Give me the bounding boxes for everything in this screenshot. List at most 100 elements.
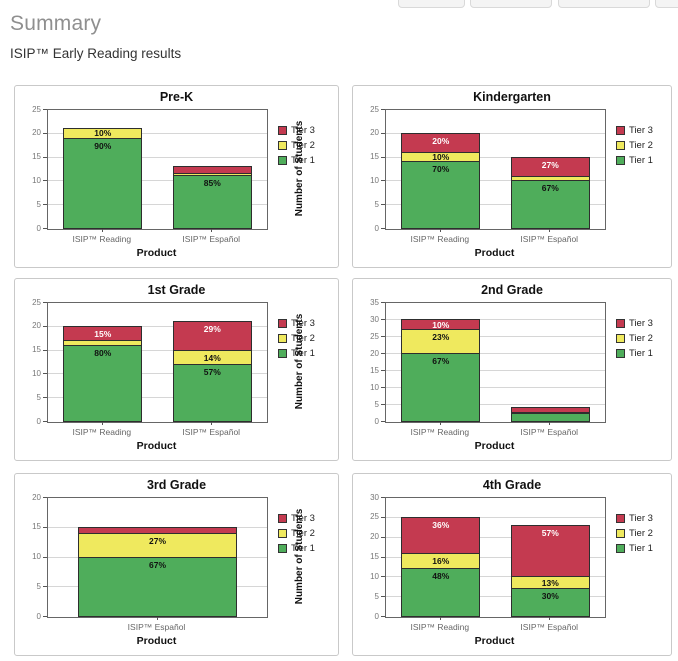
y-tick-label: 5 <box>36 581 41 591</box>
y-tick-mark <box>43 204 47 206</box>
y-tick-label: 20 <box>370 128 379 138</box>
bar-segment-tier-1: 57% <box>172 363 252 422</box>
y-tick-label: 15 <box>370 552 379 561</box>
y-tick-label: 20 <box>32 128 41 138</box>
x-tick-mark <box>156 617 158 620</box>
segment-percent-label: 14% <box>203 352 221 363</box>
segment-percent-label: 23% <box>432 332 450 343</box>
stacked-bar <box>510 303 590 422</box>
legend-swatch-tier-1 <box>616 544 625 553</box>
x-tick-mark <box>439 422 441 425</box>
bar-segment-tier-2: 10% <box>63 128 143 139</box>
y-tick-mark <box>381 302 385 303</box>
y-tick-label: 15 <box>32 152 41 162</box>
bar-segment-tier-3: 27% <box>510 156 590 177</box>
legend-item: Tier 3 <box>278 512 315 525</box>
x-category-label: ISIP™ Español <box>520 622 579 632</box>
stacked-bar: 57% 14% 29% <box>172 303 252 422</box>
legend-label: Tier 3 <box>291 318 315 329</box>
legend-swatch-tier-3 <box>278 319 287 328</box>
chart-title: Pre-K <box>159 90 194 104</box>
chart-title: 3rd Grade <box>146 478 207 492</box>
y-tick-label: 30 <box>370 492 379 502</box>
bar-segment-tier-1 <box>510 413 590 422</box>
x-tick-mark <box>101 422 103 425</box>
legend-item: Tier 2 <box>278 332 315 345</box>
segment-percent-label: 48% <box>432 571 450 582</box>
chart-panel: 3rd Grade 67% 27% 0 5 10 15 20 ISIP™ Español Prod… <box>14 473 339 656</box>
chart-legend: Tier 3 Tier 2 Tier 1 <box>616 124 653 169</box>
gridline <box>48 397 267 399</box>
segment-percent-label: 15% <box>94 328 112 339</box>
gridline <box>48 180 267 182</box>
plot-area: 48% 16% 36% 30% 13% 57% <box>385 497 606 618</box>
y-tick-label: 25 <box>370 104 379 114</box>
y-tick-mark <box>43 397 47 399</box>
bar-segment-tier-2: 16% <box>401 552 481 570</box>
toolbar-button[interactable] <box>655 0 678 8</box>
y-tick-label: 5 <box>374 399 379 409</box>
y-tick-mark <box>381 536 385 538</box>
bar-segment-tier-3: 20% <box>401 132 481 153</box>
stacked-bar: 90% 10% <box>63 110 143 229</box>
legend-label: Tier 3 <box>291 125 315 136</box>
y-tick-mark <box>381 596 385 598</box>
y-tick-mark <box>43 586 47 588</box>
legend-swatch-tier-2 <box>278 529 287 538</box>
segment-percent-label: 67% <box>541 183 559 194</box>
legend-item: Tier 2 <box>278 139 315 152</box>
x-category-label: ISIP™ Reading <box>72 234 132 244</box>
x-category-label: ISIP™ Español <box>182 234 241 244</box>
toolbar-button[interactable] <box>558 0 650 8</box>
legend-swatch-tier-1 <box>616 349 625 358</box>
y-tick-mark <box>381 319 385 320</box>
segment-percent-label: 85% <box>203 178 221 189</box>
legend-item: Tier 1 <box>278 347 315 360</box>
gridline <box>386 387 605 388</box>
segment-percent-label: 36% <box>432 519 450 530</box>
y-tick-mark <box>381 204 385 206</box>
chart-legend: Tier 3 Tier 2 Tier 1 <box>616 317 653 362</box>
gridline <box>386 556 605 558</box>
stacked-bar: 70% 10% 20% <box>401 110 481 229</box>
y-tick-label: 10 <box>32 368 41 378</box>
y-tick-mark <box>381 109 385 110</box>
x-tick-mark <box>101 229 103 232</box>
y-tick-label: 0 <box>374 611 379 621</box>
gridline <box>386 156 605 158</box>
y-tick-mark <box>43 180 47 182</box>
legend-item: Tier 3 <box>616 512 653 525</box>
y-tick-label: 25 <box>370 512 379 522</box>
y-tick-mark <box>381 421 385 422</box>
y-tick-label: 10 <box>370 382 379 392</box>
x-category-label: ISIP™ Reading <box>410 427 470 437</box>
bar-segment-tier-1: 85% <box>172 175 252 229</box>
bar-segment-tier-3 <box>510 407 590 413</box>
chart-legend: Tier 3 Tier 2 Tier 1 <box>278 317 315 362</box>
legend-label: Tier 3 <box>629 318 653 329</box>
y-tick-mark <box>43 497 47 498</box>
legend-item: Tier 1 <box>616 542 653 555</box>
x-tick-mark <box>211 422 213 425</box>
legend-item: Tier 2 <box>616 527 653 540</box>
chart-title: 4th Grade <box>482 478 542 492</box>
plot-area: 80% 15% 57% 14% 29% <box>47 302 268 423</box>
segment-percent-label: 10% <box>94 128 112 139</box>
bar-segment-tier-3: 29% <box>172 321 252 351</box>
segment-percent-label: 10% <box>432 152 450 163</box>
gridline <box>386 596 605 598</box>
y-tick-label: 20 <box>32 321 41 331</box>
stacked-bar: 67% 27% <box>77 498 238 617</box>
legend-item: Tier 2 <box>278 527 315 540</box>
toolbar-button[interactable] <box>470 0 552 8</box>
toolbar-button[interactable] <box>398 0 465 8</box>
bar-segment-tier-1: 70% <box>401 161 481 229</box>
y-tick-mark <box>43 228 47 229</box>
y-tick-mark <box>381 616 385 617</box>
y-axis-title: Number of Students <box>294 120 305 216</box>
legend-label: Tier 2 <box>291 333 315 344</box>
y-tick-mark <box>43 156 47 158</box>
x-category-label: ISIP™ Reading <box>410 622 470 632</box>
page-title: Summary <box>10 12 102 35</box>
y-tick-label: 20 <box>370 532 379 542</box>
